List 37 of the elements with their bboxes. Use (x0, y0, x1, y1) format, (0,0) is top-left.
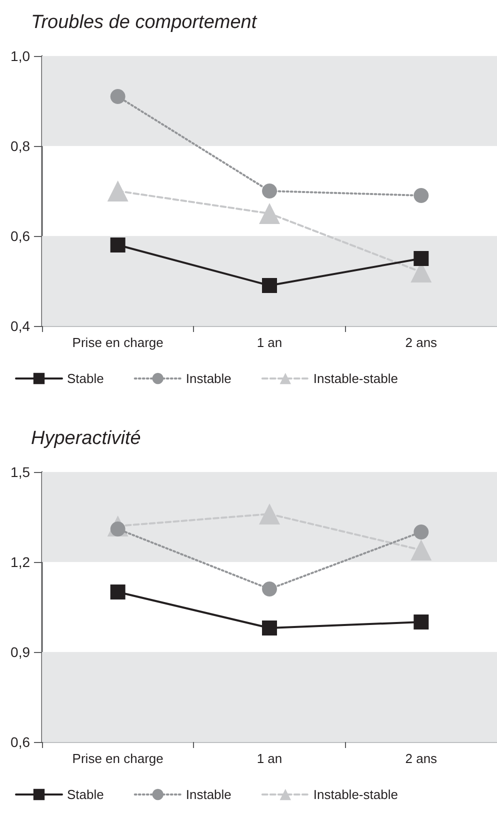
x-tick-label: 1 an (256, 335, 282, 350)
legend-label: Instable (186, 371, 232, 386)
y-tick-label: 0,6 (10, 734, 30, 750)
legend-label: Stable (67, 787, 104, 802)
point (414, 188, 429, 203)
point (259, 504, 280, 524)
x-tick-label: 2 ans (405, 335, 438, 350)
x-tick-label: 1 an (256, 751, 282, 766)
point (414, 251, 429, 266)
point (262, 184, 277, 198)
point (110, 89, 126, 104)
y-tick-label: 0,6 (10, 228, 30, 244)
y-tick-label: 0,4 (10, 318, 30, 334)
x-tick-label: 2 ans (405, 751, 438, 766)
point (262, 620, 277, 636)
chart-title: Hyperactivité (31, 428, 141, 449)
x-tick-label: Prise en charge (72, 751, 164, 766)
point (414, 524, 429, 540)
legend-label: Instable-stable (313, 787, 398, 802)
legend-label: Instable-stable (313, 371, 398, 386)
y-tick-label: 0,8 (10, 138, 30, 154)
y-tick-label: 0,9 (10, 644, 30, 660)
y-tick-label: 1,2 (10, 554, 30, 570)
point (259, 203, 280, 224)
point (262, 278, 277, 293)
point (262, 582, 277, 596)
y-tick-label: 1,0 (10, 48, 30, 64)
point (107, 180, 128, 202)
x-tick-label: Prise en charge (72, 335, 164, 350)
y-tick-label: 1,5 (10, 464, 30, 480)
chart-title: Troubles de comportement (31, 12, 258, 33)
point (414, 614, 429, 630)
point (110, 584, 126, 600)
legend-label: Instable (186, 787, 232, 802)
legend-label: Stable (67, 371, 104, 386)
point (410, 540, 432, 560)
point (110, 238, 126, 252)
